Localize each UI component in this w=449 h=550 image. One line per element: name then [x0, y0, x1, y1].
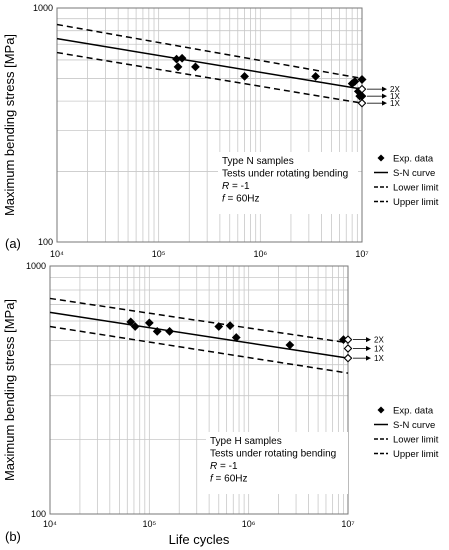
data-point [225, 321, 235, 330]
legend-label: Upper limit [393, 197, 439, 208]
runout-point [357, 75, 367, 84]
data-point [130, 322, 140, 331]
annotation-variable: f [210, 474, 214, 485]
legend-label: Exp. data [393, 154, 434, 165]
x-tick-label: 10⁵ [142, 519, 156, 529]
x-tick-label: 10⁶ [253, 249, 267, 259]
runout-point [343, 353, 353, 363]
legend-label: Lower limit [393, 183, 439, 194]
runout-point [343, 344, 353, 353]
data-point [177, 53, 187, 63]
y-tick-label: 1000 [26, 261, 46, 271]
annotation-line: Tests under rotating bending [222, 169, 348, 180]
panel-label: (a) [5, 236, 21, 251]
sn-curve-line [49, 311, 349, 359]
annotation-value: = -1 [229, 181, 250, 192]
annotation-line: f = 60Hz [210, 474, 248, 485]
runout-arrowhead [366, 337, 371, 343]
annotation-line: Type H samples [210, 436, 282, 447]
x-tick-label: 10⁵ [152, 249, 166, 259]
annotation-box [218, 152, 358, 214]
data-point [214, 322, 224, 331]
runout-arrowhead [366, 355, 371, 361]
data-point [311, 72, 321, 81]
annotation-variable: R [222, 181, 229, 192]
legend: Exp. data S-N curve Lower limit Upper limit [374, 154, 439, 208]
annotation-box [206, 432, 348, 494]
y-tick-label: 100 [31, 509, 46, 519]
runout-label: 1X [374, 344, 384, 353]
legend-marker-diamond [377, 154, 385, 162]
runout-arrowhead [382, 86, 387, 92]
data-point [231, 333, 241, 342]
plot-frame [56, 7, 363, 243]
runout-label: 2X [374, 336, 384, 345]
annotation-variable: f [222, 194, 226, 205]
data-point [144, 318, 154, 328]
annotation-variable: R [210, 461, 217, 472]
data-point [173, 62, 183, 72]
runout-label: 1X [390, 92, 400, 101]
y-tick-label: 1000 [33, 3, 53, 13]
data-point [191, 62, 200, 72]
annotation-line: Tests under rotating bending [210, 449, 336, 460]
legend-marker-diamond [377, 406, 385, 414]
plot-frame [49, 265, 349, 515]
lower-limit-line [49, 325, 349, 374]
y-tick-label: 100 [38, 237, 53, 247]
annotation-line: f = 60Hz [222, 194, 260, 205]
x-tick-label: 10⁴ [43, 519, 57, 529]
x-tick-label: 10⁷ [355, 249, 368, 259]
annotation-value: = -1 [217, 461, 238, 472]
legend-label: S-N curve [393, 420, 435, 431]
runout-arrowhead [382, 100, 387, 106]
y-axis-label: Maximum bending stress [MPa] [2, 299, 17, 481]
panel-label: (b) [5, 529, 21, 544]
data-point [350, 77, 360, 86]
upper-limit-line [49, 297, 349, 344]
runout-point [357, 98, 367, 108]
annotation-value: = 60Hz [213, 474, 248, 485]
lower-limit-line [56, 51, 363, 104]
annotation-value: = 60Hz [225, 194, 260, 205]
sn-curve-line [56, 37, 363, 90]
legend-label: S-N curve [393, 168, 435, 179]
data-point [165, 326, 174, 336]
upper-limit-line [56, 23, 363, 80]
runout-point [343, 335, 353, 344]
runout-label: 1X [390, 99, 400, 108]
legend: Exp. data S-N curve Lower limit Upper limit [374, 406, 439, 460]
data-point [240, 72, 249, 81]
annotation-line: R = -1 [222, 181, 250, 192]
data-point [126, 317, 136, 327]
x-tick-label: 10⁶ [242, 519, 256, 529]
runout-arrowhead [382, 93, 387, 99]
runout-arrowhead [366, 345, 371, 351]
x-tick-label: 10⁷ [341, 519, 354, 529]
legend-label: Lower limit [393, 435, 439, 446]
annotation-line: R = -1 [210, 461, 238, 472]
x-axis-label: Life cycles [169, 532, 230, 547]
x-tick-label: 10⁴ [50, 249, 64, 259]
annotation-line: Type N samples [222, 156, 294, 167]
runout-label: 2X [390, 85, 400, 94]
legend-label: Upper limit [393, 449, 439, 460]
legend-label: Exp. data [393, 406, 434, 417]
data-point [152, 326, 162, 336]
y-axis-label: Maximum bending stress [MPa] [2, 34, 17, 216]
data-point [285, 340, 295, 350]
runout-label: 1X [374, 354, 384, 363]
